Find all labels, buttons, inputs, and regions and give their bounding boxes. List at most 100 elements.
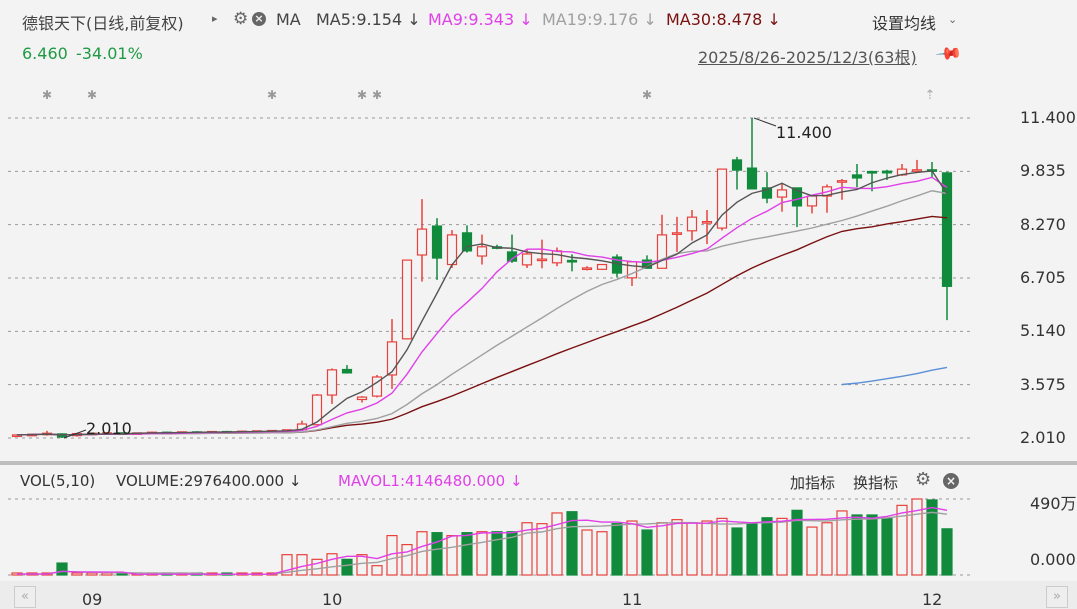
volume-bar: [296, 554, 308, 576]
volume-bar: [431, 532, 443, 576]
candle-body: [881, 170, 893, 174]
volume-bar: [311, 558, 323, 576]
volume-bar: [326, 553, 338, 576]
annotation-label: 11.400: [776, 123, 832, 142]
event-marker-icon: ✱: [267, 88, 277, 102]
volume-bar: [851, 514, 863, 576]
candle-body: [941, 172, 953, 287]
candle-body: [686, 216, 698, 232]
volume-bar: [716, 517, 728, 576]
price-change: -34.01%: [76, 44, 143, 63]
volume-bar: [581, 529, 593, 576]
price-tick-label: 2.010: [1020, 428, 1066, 447]
volume-bar: [641, 529, 653, 576]
event-arrow-icon: ⇡: [925, 88, 936, 103]
volume-bar: [941, 528, 953, 576]
candle-body: [776, 189, 788, 198]
price-tick-label: 9.835: [1020, 161, 1066, 181]
expand-arrow-icon[interactable]: ▸: [212, 12, 218, 25]
volume-bar: [86, 572, 98, 576]
event-marker-icon: ✱: [642, 88, 652, 102]
ma5-value: MA5:9.154 ↓: [316, 10, 421, 29]
vol-label: VOL(5,10): [20, 472, 96, 490]
volume-bar: [656, 522, 668, 576]
price-tick-label: 5.140: [1020, 321, 1066, 341]
volume-value: VOLUME:2976400.000 ↓: [116, 472, 302, 490]
candle-body: [791, 187, 803, 207]
volume-bar: [491, 531, 503, 576]
volume-bar: [836, 510, 848, 576]
candle-body: [701, 220, 713, 224]
time-tick-label: 10: [322, 590, 343, 609]
volume-bar: [566, 511, 578, 576]
volume-bar: [416, 531, 428, 576]
candle-body: [416, 228, 428, 256]
volume-bar: [926, 499, 938, 576]
time-tick-label: 09: [82, 590, 103, 609]
time-tick-label: 11: [622, 590, 643, 609]
volume-bar: [341, 558, 353, 576]
candle-body: [596, 263, 608, 270]
ma30-value: MA30:8.478 ↓: [666, 10, 781, 29]
volume-bar: [881, 517, 893, 576]
indicator-close-icon[interactable]: ×: [943, 473, 959, 489]
date-range[interactable]: 2025/8/26-2025/12/3(63根): [698, 48, 917, 67]
volume-bar: [821, 522, 833, 576]
event-marker-icon: ✱: [357, 88, 367, 102]
candle-body: [536, 258, 548, 262]
volume-bar: [866, 514, 878, 576]
volume-bar: [806, 526, 818, 576]
mavol5-line: [17, 506, 948, 575]
mavol-value: MAVOL1:4146480.000 ↓: [338, 472, 523, 490]
candle-body: [521, 253, 533, 266]
candle-body: [716, 168, 728, 229]
candle-body: [581, 267, 593, 271]
scroll-left-icon[interactable]: «: [14, 586, 36, 608]
volume-bar: [731, 527, 743, 576]
ma19-line: [16, 190, 948, 436]
candle-body: [911, 169, 923, 172]
annotation-label: 2.010: [86, 419, 132, 438]
gear-icon[interactable]: ⚙: [233, 9, 249, 29]
candle-body: [326, 369, 338, 396]
volume-bar: [626, 520, 638, 576]
scroll-right-icon[interactable]: »: [1046, 586, 1068, 608]
volume-bar: [776, 517, 788, 576]
chevron-down-icon[interactable]: ⌄: [948, 13, 958, 26]
mavol10-line: [17, 511, 948, 575]
candle-body: [311, 394, 323, 426]
volume-bar: [671, 519, 683, 576]
candle-body: [476, 246, 488, 257]
volume-bar: [446, 535, 458, 576]
volume-bar: [791, 509, 803, 576]
candle-body: [656, 234, 668, 269]
candle-body: [851, 174, 863, 179]
candle-body: [431, 225, 443, 259]
indicator-gear-icon[interactable]: ⚙: [915, 469, 932, 490]
ma-label: MA: [276, 10, 301, 29]
volume-bar: [461, 532, 473, 576]
event-marker-icon: ✱: [87, 88, 97, 102]
candle-body: [611, 256, 623, 274]
volume-bar: [551, 512, 563, 576]
candle-body: [386, 341, 398, 376]
close-icon[interactable]: ×: [252, 12, 266, 26]
ma19-value: MA19:9.176 ↓: [542, 10, 657, 29]
candle-body: [671, 232, 683, 235]
panel-divider: [0, 461, 1077, 465]
candle-body: [356, 396, 368, 401]
add-indicator-button[interactable]: 加指标: [790, 474, 836, 492]
price-tick-label: 11.400: [1020, 108, 1076, 127]
candle-body: [371, 376, 383, 397]
ma9-line: [16, 176, 948, 436]
ma9-value: MA9:9.343 ↓: [428, 10, 533, 29]
ma5-line: [16, 170, 948, 436]
volume-bar: [596, 531, 608, 576]
settings-ma-button[interactable]: 设置均线: [872, 14, 937, 33]
volume-bar: [896, 504, 908, 576]
switch-indicator-button[interactable]: 换指标: [853, 474, 899, 492]
volume-bar: [746, 523, 758, 576]
stock-title: 德银天下(日线,前复权): [22, 14, 184, 33]
candle-body: [566, 259, 578, 263]
